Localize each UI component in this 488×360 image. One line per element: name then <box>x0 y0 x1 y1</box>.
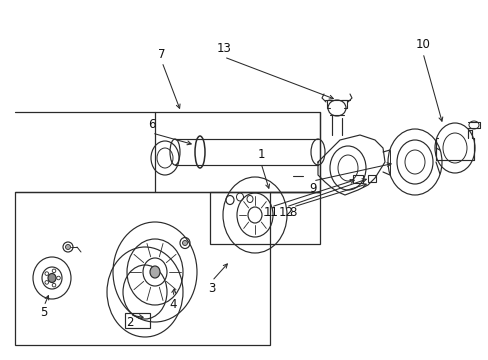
Text: 8: 8 <box>289 207 296 220</box>
Bar <box>155 112 319 192</box>
Text: 1: 1 <box>257 148 264 162</box>
Text: 4: 4 <box>169 297 176 310</box>
Bar <box>209 192 319 244</box>
Bar <box>125 313 150 328</box>
Text: 12: 12 <box>278 207 293 220</box>
Text: 7: 7 <box>158 49 165 62</box>
Bar <box>367 175 375 182</box>
Ellipse shape <box>182 240 187 246</box>
Text: 9: 9 <box>308 181 316 194</box>
Text: 2: 2 <box>126 315 134 328</box>
Text: 10: 10 <box>415 39 429 51</box>
Text: 3: 3 <box>208 283 215 296</box>
Text: 13: 13 <box>216 41 231 54</box>
Text: 6: 6 <box>148 118 156 131</box>
Ellipse shape <box>150 266 160 278</box>
Bar <box>352 175 362 183</box>
Ellipse shape <box>65 244 70 249</box>
Bar <box>15 192 269 345</box>
Text: 5: 5 <box>40 306 48 320</box>
Text: 11: 11 <box>263 207 278 220</box>
Ellipse shape <box>48 274 56 283</box>
